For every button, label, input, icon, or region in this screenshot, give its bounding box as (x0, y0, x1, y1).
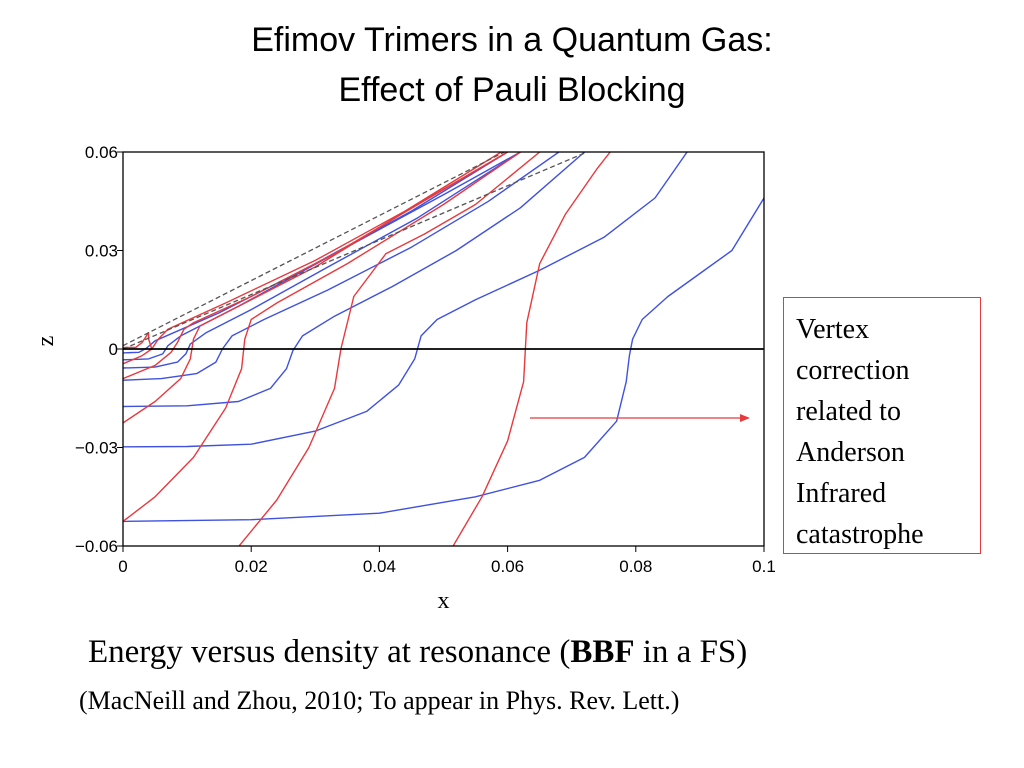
callout-line: Vertex (796, 314, 870, 345)
x-tick-label: 0.08 (619, 557, 652, 576)
x-tick-label: 0.06 (491, 557, 524, 576)
callout-line: related to (796, 396, 901, 427)
x-tick-label: 0.02 (235, 557, 268, 576)
figure-caption: Energy versus density at resonance (BBF … (88, 634, 747, 671)
energy-density-chart: 0 0.02 0.04 0.06 0.08 0.1 −0.06 −0.03 0 0.03 0.06 x… (33, 143, 776, 614)
callout-line: catastrophe (796, 519, 924, 550)
y-tick-label: 0 (109, 340, 118, 359)
y-tick-label: 0.03 (85, 242, 118, 261)
y-tick-label: −0.06 (75, 537, 118, 556)
red-curve-13 (452, 152, 611, 546)
slide-title-line1: Efimov Trimers in a Quantum Gas: (251, 21, 773, 59)
caption-post: in a FS) (634, 634, 748, 670)
callout-line: correction (796, 355, 910, 386)
x-axis-label: x (438, 588, 450, 614)
blue-curve-0 (123, 197, 764, 523)
x-tick-label: 0.1 (752, 557, 776, 576)
red-curve-10 (123, 152, 508, 424)
y-axis-label: z (33, 336, 59, 347)
axis-labels: 0 0.02 0.04 0.06 0.08 0.1 −0.06 −0.03 0 0.03 0.06 x… (33, 143, 776, 614)
blue-curve-4 (123, 152, 521, 369)
vertex-correction-callout: Vertex correction related to Anderson In… (783, 297, 981, 554)
blue-curve-2 (123, 152, 585, 408)
axis-ticks (117, 151, 765, 552)
red-curve-12 (238, 152, 541, 546)
red-curve-7 (123, 331, 153, 350)
callout-line: Infrared (796, 478, 887, 509)
slide-title-line2: Effect of Pauli Blocking (338, 71, 686, 109)
caption-bold: BBF (570, 634, 635, 670)
y-tick-label: 0.06 (85, 143, 118, 162)
citation: (MacNeill and Zhou, 2010; To appear in P… (79, 686, 680, 715)
chart-curves (123, 152, 764, 546)
callout-arrowhead (740, 414, 750, 422)
x-tick-label: 0 (118, 557, 127, 576)
y-tick-label: −0.03 (75, 439, 118, 458)
asymptote-line-14 (123, 152, 506, 347)
blue-curve-3 (123, 152, 560, 381)
caption-pre: Energy versus density at resonance ( (88, 634, 571, 670)
blue-curve-1 (123, 152, 688, 448)
red-curve-11 (123, 152, 521, 522)
x-tick-label: 0.04 (363, 557, 396, 576)
asymptote-line-15 (123, 152, 589, 350)
callout-line: Anderson (796, 437, 905, 468)
